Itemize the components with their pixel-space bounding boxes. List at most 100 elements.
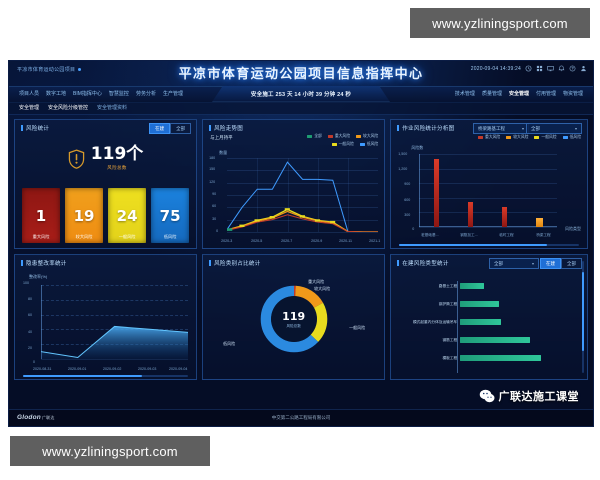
risk-card-value: 1 [35, 206, 47, 225]
nav-item-bim-center[interactable]: BIM指挥中心 [73, 91, 102, 97]
x-tick: 2020-09-03 [138, 367, 157, 371]
filter-pill-all[interactable]: 全部 [561, 258, 582, 269]
nav-item-production-management[interactable]: 生产管理 [162, 91, 183, 97]
user-icon[interactable] [580, 65, 587, 72]
brand-name-cn: 广联达 [41, 415, 55, 420]
bar[interactable] [467, 202, 473, 227]
legend-swatch [534, 136, 540, 139]
legend-item-low[interactable]: 低风险 [562, 135, 581, 140]
risk-card-major[interactable]: 1 重大风险 [22, 188, 61, 243]
card-work-risk-ranking: 作业风险统计分析图 桥梁路基工程 ▾ 全部 ▾ 重大风险 较大风险 一般风险 低… [390, 119, 588, 249]
subnav-item-safety-documents[interactable]: 安全管理资料 [97, 105, 128, 111]
legend-item-all[interactable]: 全部 [307, 134, 322, 139]
x-tick: 2020-5 [251, 239, 263, 243]
nav-item-safety-management[interactable]: 安全管理 [508, 91, 529, 97]
horizontal-scrollbar[interactable] [399, 244, 579, 246]
hbar-row[interactable]: 钢护筒工程 [395, 301, 573, 307]
donut-segments [260, 286, 327, 353]
corner-decor [582, 255, 588, 260]
corner-decor [15, 255, 20, 260]
hbar-label: 路基土工程 [438, 283, 458, 288]
risk-card-label: 低风险 [163, 234, 177, 239]
bar[interactable] [501, 206, 507, 227]
risk-card-low[interactable]: 75 低风险 [151, 188, 190, 243]
grid-icon[interactable] [536, 65, 543, 72]
subnav-item-safety-management[interactable]: 安全管理 [19, 105, 40, 111]
nav-item-quality-management[interactable]: 质量管理 [481, 91, 502, 97]
nav-item-cost-management[interactable]: 付用管理 [535, 91, 556, 97]
hbar [460, 283, 485, 289]
subnav-item-risk-grading-control[interactable]: 安全风险分级管控 [48, 105, 89, 111]
status-dot-icon [78, 68, 82, 72]
filter-pill-all[interactable]: 全部 [170, 123, 192, 134]
nav-item-labor-analysis[interactable]: 劳务分析 [135, 91, 156, 97]
header-tools: 2020-09-04 14:39:24 [471, 65, 587, 72]
corner-decor [15, 374, 20, 379]
hbar-label: 钢护筒工程 [438, 301, 458, 306]
legend-item-general[interactable]: 一般风险 [331, 142, 354, 147]
work-risk-legend: 重大风险 较大风险 一般风险 低风险 [478, 135, 581, 140]
risk-type-plot: 路基土工程 钢护筒工程 模式起重内分体及运输吊车 钢筋工程 [395, 281, 577, 373]
nav-item-digital-site[interactable]: 数字工地 [46, 91, 67, 97]
risk-card-general[interactable]: 24 一般风险 [108, 188, 147, 243]
donut-slice-general[interactable] [260, 286, 327, 353]
x-tick: 桥梁工程 [536, 233, 551, 237]
legend-label: 较大风险 [363, 134, 379, 138]
hbar-row[interactable]: 钢筋工程 [395, 337, 573, 343]
bar[interactable] [535, 218, 543, 227]
risk-card-label: 较大风险 [75, 234, 93, 239]
x-tick: 2021-1 [369, 239, 381, 243]
vertical-scrollbar[interactable] [582, 261, 584, 373]
corner-decor [582, 374, 588, 379]
donut-center-label: 风险总数 [286, 323, 301, 328]
risk-card-large[interactable]: 19 较大风险 [65, 188, 104, 243]
monitor-icon[interactable] [547, 65, 554, 72]
chevron-down-icon: ▾ [521, 126, 524, 131]
legend-label: 重大风险 [334, 134, 351, 138]
rectification-plot: 整改率(%) [23, 274, 189, 371]
legend-item-major[interactable]: 重大风险 [327, 134, 351, 139]
card-risk-distribution: 风险类别占比统计 119 风险总数 重大风险 较大风险 [202, 254, 386, 380]
chevron-down-icon: ▾ [531, 261, 534, 266]
bar[interactable] [433, 159, 439, 227]
bell-icon[interactable] [558, 65, 565, 72]
category-select[interactable]: 全部 ▾ [526, 123, 582, 134]
nav-right-group: 技术管理 质量管理 安全管理 付用管理 物资管理 [455, 86, 583, 101]
refresh-icon[interactable] [525, 65, 532, 72]
legend-item-large[interactable]: 较大风险 [506, 135, 528, 140]
nav-item-technical-management[interactable]: 技术管理 [454, 91, 475, 97]
horizontal-scrollbar[interactable] [23, 375, 189, 377]
risk-card-value: 24 [116, 206, 138, 225]
hbar-row[interactable]: 模板工程 [395, 355, 573, 361]
donut-label-low: 低风险 [223, 341, 236, 346]
x-axis-title: 风险类型 [565, 226, 581, 231]
nav-item-material-management[interactable]: 物资管理 [562, 91, 583, 97]
card-risk-type: 在建风险类型统计 全部 ▾ 在建 全部 路基土工程 钢护筒工程 [390, 254, 588, 380]
y-axis-title: 整改率(%) [29, 274, 48, 279]
risk-total-label: 风险总数 [107, 165, 127, 170]
corner-decor [203, 255, 208, 260]
current-datetime: 2020-09-04 14:39:24 [470, 65, 521, 72]
nav-item-smart-monitoring[interactable]: 智慧监控 [108, 91, 129, 97]
legend-item-general[interactable]: 一般风险 [534, 135, 557, 140]
risk-card-value: 75 [159, 206, 181, 225]
legend-swatch [478, 136, 484, 139]
legend-item-low[interactable]: 低风险 [359, 142, 378, 147]
corner-decor [379, 120, 384, 125]
nav-item-project-personnel[interactable]: 项目人员 [19, 91, 40, 97]
plot-area [419, 154, 557, 228]
legend-item-major[interactable]: 重大风险 [478, 135, 500, 140]
legend-swatch [356, 135, 362, 138]
hbar-row[interactable]: 模式起重内分体及运输吊车 [395, 319, 573, 325]
corner-decor [391, 243, 396, 248]
card-risk-statistics: 风险统计 在建 全部 119个 风险总数 [14, 119, 198, 249]
filter-pill-in-progress[interactable]: 在建 [540, 258, 561, 269]
filter-pill-in-progress[interactable]: 在建 [149, 123, 171, 134]
legend-item-large[interactable]: 较大风险 [356, 134, 378, 139]
help-icon[interactable] [569, 65, 576, 72]
legend-swatch [331, 143, 337, 146]
project-select[interactable]: 桥梁路基工程 ▾ [473, 123, 529, 134]
type-select[interactable]: 全部 ▾ [489, 258, 539, 269]
donut-slice-low[interactable] [260, 286, 327, 353]
hbar-row[interactable]: 路基土工程 [395, 283, 573, 289]
